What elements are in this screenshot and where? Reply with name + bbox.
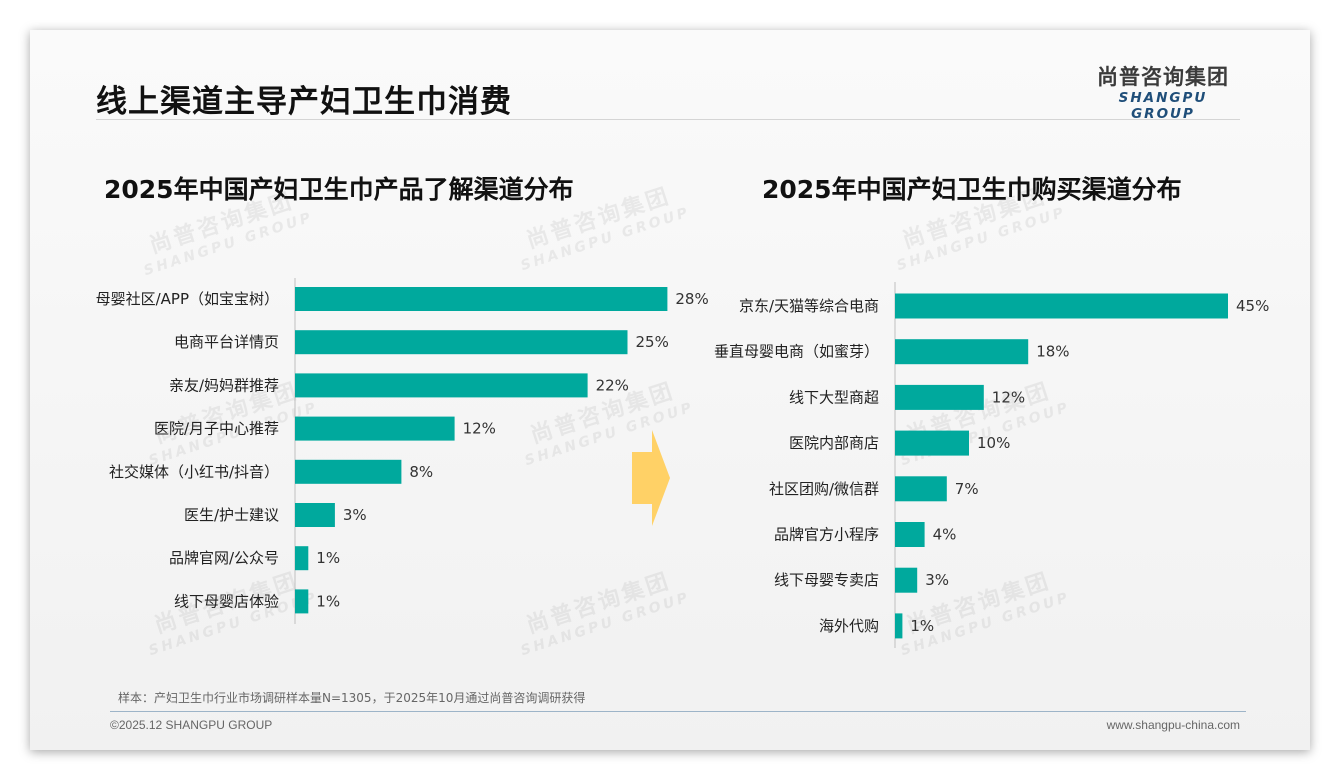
value-label: 1%: [316, 549, 340, 567]
bar: [895, 430, 969, 456]
category-label: 医院内部商店: [789, 434, 879, 452]
value-label: 22%: [596, 376, 629, 394]
value-label: 45%: [1236, 297, 1269, 315]
category-label: 亲友/妈妈群推荐: [169, 376, 279, 394]
bar: [895, 613, 903, 639]
value-label: 3%: [343, 506, 367, 524]
slide: [30, 30, 1310, 750]
arrow-right-icon: [632, 430, 670, 526]
bar: [295, 546, 309, 571]
value-label: 18%: [1036, 343, 1069, 361]
bar: [895, 293, 1228, 319]
value-label: 12%: [463, 420, 496, 438]
logo-cn: 尚普咨询集团: [1097, 65, 1229, 89]
bar: [295, 589, 309, 614]
value-label: 12%: [992, 388, 1025, 406]
value-label: 10%: [977, 434, 1010, 452]
value-label: 3%: [925, 571, 949, 589]
title-divider: [96, 119, 1240, 120]
value-label: 25%: [636, 333, 669, 351]
category-label: 社交媒体（小红书/抖音）: [109, 463, 279, 481]
category-label: 医院/月子中心推荐: [154, 420, 279, 438]
value-label: 1%: [910, 617, 934, 635]
bar: [295, 503, 335, 527]
chart-title-awareness: 2025年中国产妇卫生巾产品了解渠道分布: [104, 175, 574, 204]
website-link: www.shangpu-china.com: [1106, 718, 1240, 732]
bar: [295, 416, 455, 441]
value-label: 4%: [933, 526, 957, 544]
bar: [295, 459, 402, 484]
category-label: 海外代购: [819, 617, 879, 635]
category-label: 线下母婴专卖店: [774, 571, 879, 589]
company-logo: 尚普咨询集团 SHANGPU GROUP: [1088, 64, 1238, 122]
category-label: 母婴社区/APP（如宝宝树）: [96, 290, 279, 308]
copyright: ©2025.12 SHANGPU GROUP: [110, 718, 273, 732]
footer-divider: [110, 711, 1246, 712]
bar: [295, 373, 588, 398]
value-label: 7%: [955, 480, 979, 498]
category-label: 品牌官网/公众号: [169, 549, 279, 567]
category-label: 品牌官方小程序: [774, 526, 879, 544]
category-label: 线下大型商超: [789, 388, 879, 406]
bar: [895, 567, 918, 593]
bar: [295, 330, 628, 355]
value-label: 28%: [675, 290, 708, 308]
value-label: 1%: [316, 592, 340, 610]
value-label: 8%: [409, 463, 433, 481]
logo-en: SHANGPU GROUP: [1118, 90, 1208, 122]
bar: [295, 287, 668, 311]
bar: [895, 339, 1029, 365]
category-label: 社区团购/微信群: [769, 480, 879, 498]
chart-title-purchase: 2025年中国产妇卫生巾购买渠道分布: [762, 175, 1182, 204]
category-label: 医生/护士建议: [184, 506, 279, 524]
bar: [895, 384, 984, 410]
bar: [895, 522, 925, 547]
page-title: 线上渠道主导产妇卫生巾消费: [96, 84, 512, 120]
category-label: 线下母婴店体验: [174, 592, 279, 610]
category-label: 电商平台详情页: [174, 333, 279, 351]
sample-note: 样本：产妇卫生巾行业市场调研样本量N=1305，于2025年10月通过尚普咨询调…: [118, 691, 586, 705]
category-label: 京东/天猫等综合电商: [739, 297, 879, 315]
bar: [895, 476, 947, 502]
category-label: 垂直母婴电商（如蜜芽）: [714, 343, 879, 361]
